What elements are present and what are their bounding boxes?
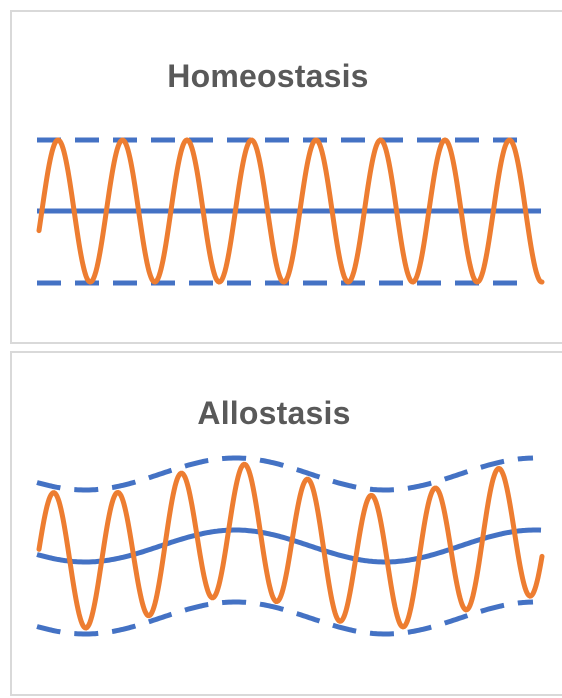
homeostasis-panel: Homeostasis	[10, 10, 562, 344]
allostasis-lower-bound	[36, 599, 534, 637]
homeostasis-title: Homeostasis	[167, 58, 369, 94]
allostasis-title: Allostasis	[197, 395, 351, 431]
allostasis-signal-wave	[36, 461, 545, 631]
homeostasis-signal-wave	[36, 137, 545, 285]
homeostasis-diagram	[36, 137, 545, 286]
allostasis-panel: Allostasis	[10, 351, 562, 696]
allostasis-diagram	[36, 455, 545, 637]
allostasis-upper-bound	[36, 455, 534, 493]
allostasis-setpoint-line	[36, 527, 542, 565]
